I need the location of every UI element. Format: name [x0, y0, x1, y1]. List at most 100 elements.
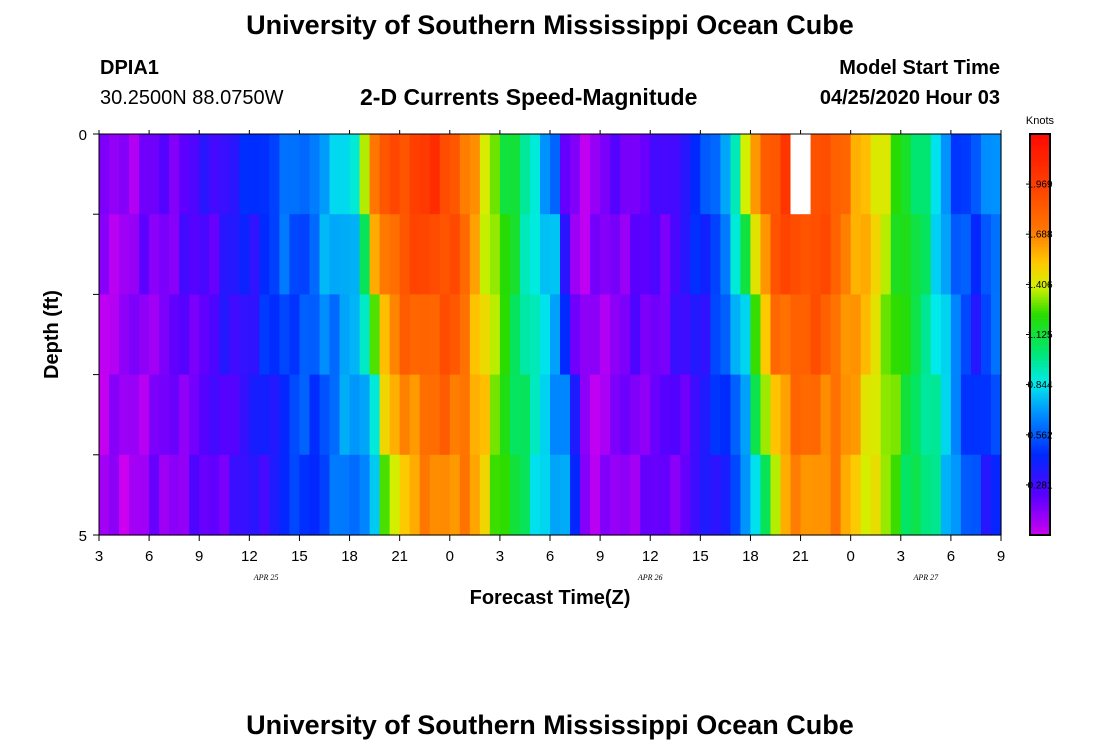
heatmap-cell: [169, 134, 180, 215]
colorbar-swatch: [1030, 520, 1050, 524]
heatmap-cell: [359, 454, 371, 536]
heatmap-cell: [139, 214, 150, 295]
heatmap-cell: [780, 134, 792, 215]
heatmap-cell: [329, 214, 341, 295]
heatmap-cell: [379, 134, 391, 215]
heatmap-cell: [339, 454, 351, 536]
heatmap-cell: [630, 214, 641, 295]
heatmap-cell: [790, 294, 802, 376]
heatmap-cell: [459, 454, 471, 536]
x-tick-label: 15: [291, 548, 308, 565]
colorbar-tick-label: 1.406: [1027, 280, 1052, 291]
heatmap-cell: [299, 214, 311, 295]
heatmap-cell: [640, 374, 651, 456]
heatmap-cell: [760, 454, 772, 536]
heatmap-cell: [710, 134, 721, 215]
heatmap-cell: [309, 374, 321, 456]
heatmap-cell: [780, 214, 792, 295]
colorbar-swatch: [1030, 336, 1050, 340]
heatmap-cell: [359, 134, 371, 215]
heatmap-cell: [489, 374, 501, 456]
colorbar-tick-label: 0.562: [1027, 430, 1052, 441]
colorbar-swatch: [1030, 284, 1050, 287]
colorbar-swatch: [1030, 358, 1050, 362]
heatmap-cell: [359, 214, 371, 295]
station-coords: 30.2500N 88.0750W: [100, 87, 284, 109]
heatmap-cell: [199, 134, 210, 215]
colorbar-swatch: [1030, 250, 1050, 253]
heatmap-cell: [449, 134, 461, 215]
heatmap-cell: [239, 214, 250, 295]
heatmap-cell: [539, 214, 551, 295]
heatmap-cell: [900, 454, 912, 536]
colorbar-swatch: [1030, 226, 1050, 229]
heatmap-cell: [870, 374, 882, 456]
colorbar-swatch: [1030, 238, 1050, 241]
heatmap-cell: [489, 134, 501, 215]
colorbar-swatch: [1030, 498, 1050, 502]
heatmap-cell: [439, 214, 451, 295]
heatmap-cell: [590, 294, 601, 376]
heatmap-cell: [770, 294, 782, 376]
heatmap-cell: [149, 214, 160, 295]
colorbar: [1030, 134, 1050, 536]
colorbar-swatch: [1030, 242, 1050, 245]
heatmap-cell: [109, 134, 120, 215]
colorbar-swatch: [1030, 500, 1050, 504]
heatmap-cell: [980, 134, 992, 215]
colorbar-swatch: [1030, 494, 1050, 498]
heatmap-cell: [419, 214, 431, 295]
heatmap-cell: [129, 294, 140, 376]
heatmap-cell: [159, 454, 170, 536]
heatmap-cell: [439, 374, 451, 456]
heatmap-cell: [469, 374, 481, 456]
heatmap-cell: [740, 134, 752, 215]
heatmap-cell: [319, 454, 331, 536]
colorbar-swatch: [1030, 258, 1050, 261]
heatmap-cell: [600, 294, 611, 376]
heatmap-cell: [299, 454, 311, 536]
heatmap-cell: [660, 214, 671, 295]
heatmap-cell: [159, 134, 170, 215]
colorbar-swatch: [1030, 304, 1050, 308]
heatmap-cell: [700, 294, 711, 376]
heatmap-cell: [389, 374, 401, 456]
heatmap-cell: [409, 454, 421, 536]
colorbar-swatch: [1030, 418, 1050, 422]
heatmap-cell: [209, 454, 220, 536]
heatmap-cell: [469, 294, 481, 376]
colorbar-swatch: [1030, 444, 1050, 448]
colorbar-swatch: [1030, 478, 1050, 482]
day-label: APR 26: [637, 573, 663, 582]
heatmap-cell: [459, 134, 471, 215]
x-tick-label: 3: [95, 548, 103, 565]
colorbar-swatch: [1030, 408, 1050, 412]
colorbar-swatch: [1030, 218, 1050, 221]
colorbar-swatch: [1030, 528, 1050, 532]
heatmap-cell: [560, 214, 571, 295]
colorbar-swatch: [1030, 462, 1050, 466]
heatmap-cell: [329, 294, 341, 376]
heatmap-cell: [279, 214, 291, 295]
heatmap-cell: [439, 134, 451, 215]
heatmap-cell: [429, 374, 441, 456]
x-tick-label: 6: [947, 548, 955, 565]
heatmap-cell: [219, 214, 230, 295]
heatmap-cell: [700, 214, 711, 295]
colorbar-tick-label: 0.844: [1027, 380, 1052, 391]
heatmap-cell: [149, 294, 160, 376]
heatmap-cell: [740, 294, 752, 376]
colorbar-swatch: [1030, 168, 1050, 171]
colorbar-swatch: [1030, 186, 1050, 189]
heatmap-cell: [800, 214, 812, 295]
heatmap-cell: [950, 374, 962, 456]
heatmap-cell: [640, 454, 651, 536]
heatmap-cell: [409, 134, 421, 215]
heatmap-cell: [660, 134, 671, 215]
heatmap-cell: [750, 294, 762, 376]
heatmap-cell: [800, 294, 812, 376]
colorbar-swatch: [1030, 268, 1050, 271]
station-id: DPIA1: [100, 57, 159, 79]
heatmap-cell: [620, 294, 631, 376]
heatmap-cell: [209, 134, 220, 215]
